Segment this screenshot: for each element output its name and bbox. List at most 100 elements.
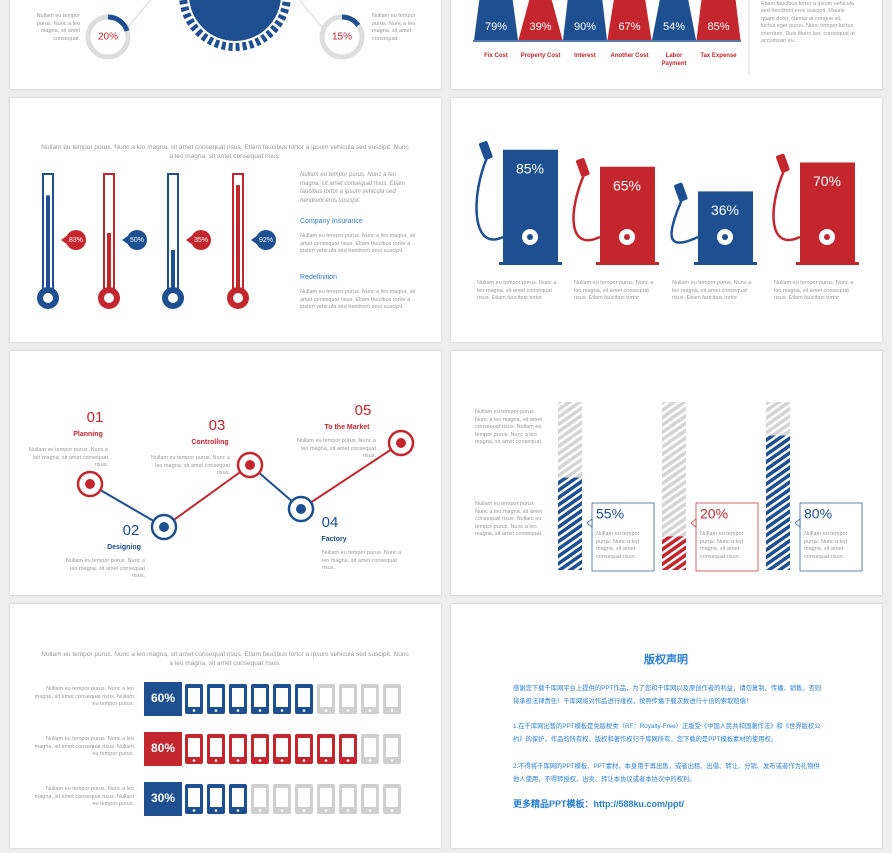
category-label: Labor Payment — [661, 53, 687, 67]
callout-tip — [586, 518, 593, 528]
process-line — [89, 483, 165, 528]
phone-button — [236, 759, 240, 762]
value-label: 83% — [69, 237, 83, 244]
value-label: 85% — [707, 21, 729, 33]
phone-row — [185, 684, 401, 714]
step-number: 03 — [209, 417, 226, 434]
phone-screen — [320, 738, 332, 757]
step-text: Nullam eu tempor purus. Nunc a leo magna… — [296, 438, 376, 459]
value-label: 90% — [574, 21, 596, 33]
connector — [127, 0, 152, 28]
phone-screen — [188, 688, 200, 707]
connector — [298, 0, 323, 28]
pump-text: Nullam eu tempor purus. Nunc a leo magna… — [574, 280, 654, 301]
pin-tip — [186, 235, 193, 245]
row-text: Nullam eu tempor purus. Nunc a leo magna… — [34, 786, 134, 807]
copyright-paragraph: 感谢您下载千库网平台上提供的PPT作品，为了您和千库网以及原创作者的利益，请勿复… — [513, 685, 822, 705]
value-box — [144, 682, 182, 716]
phone-button — [236, 809, 240, 812]
phone-button — [302, 709, 306, 712]
hose — [670, 198, 699, 244]
slide: 20% 15% Nullam eu tempor purus. Nunc a leo… — [10, 0, 441, 89]
nozzle — [576, 158, 590, 177]
copyright-paragraph: 2.不得将千库网的PPT模板、PPT素材，本身用于再出售，或者出租、出借、转让、… — [513, 763, 820, 783]
hose — [772, 170, 801, 241]
slide: 85% 65% 36% 70% Nullam eu tempor purus. Nunc… — [451, 98, 882, 342]
step-icon — [396, 438, 406, 448]
phone-button — [192, 809, 196, 812]
slide: 版权声明感谢您下载千库网平台上提供的PPT作品，为了您和千库网以及原创作者的利益… — [451, 604, 882, 848]
copyright-title: 版权声明 — [644, 652, 688, 666]
bar — [766, 435, 790, 570]
value-label: 65% — [613, 177, 641, 193]
slide-graphics: 20% 15% — [85, 0, 365, 60]
step-number: 05 — [355, 402, 372, 419]
callout — [799, 502, 863, 572]
slide-graphics: 83% 50% 35% 92% — [37, 173, 276, 309]
gauge-text: Nullam eu tempor purus. Nunc a leo magna… — [372, 13, 416, 42]
gauge-text: Nullam eu tempor purus. Nunc a leo magna… — [36, 13, 80, 42]
phone-screen — [364, 688, 376, 707]
phone-screen — [254, 738, 266, 757]
pump-base — [499, 262, 562, 265]
slide: 01 Planning 02 Designing 03 Controlling 04 Fact… — [10, 351, 441, 595]
phone-screen — [320, 688, 332, 707]
value-label: 54% — [663, 21, 685, 33]
phone-button — [368, 709, 372, 712]
phone-screen — [210, 688, 222, 707]
value-label: 70% — [813, 173, 841, 189]
value-box — [144, 732, 182, 766]
slide: 79% 39% 90% 67% 54% 85% Fix Cost Property Cost I… — [451, 0, 882, 89]
phone-screen — [342, 788, 354, 807]
value-label: 50% — [130, 237, 144, 244]
phone-button — [368, 759, 372, 762]
pump-icon-hole — [824, 234, 830, 240]
phone-screen — [276, 738, 288, 757]
slide: 55% 20% 80% Nullam eu tempor purus. Nunc a … — [451, 351, 882, 595]
phone-button — [258, 809, 262, 812]
pin-tip — [61, 235, 68, 245]
nozzle — [674, 182, 688, 202]
heading: Nullam eu tempor purus. Nunc a leo magna… — [41, 651, 409, 667]
phone-screen — [298, 688, 310, 707]
phone-button — [324, 709, 328, 712]
step-text: Nullam eu tempor purus. Nunc a leo magna… — [28, 447, 108, 468]
thermo-fill — [107, 233, 111, 290]
section-title: Redefinition — [300, 274, 337, 281]
triangle-bar — [696, 0, 741, 40]
gauge-arc — [85, 14, 131, 60]
section-title: Company Insurance — [300, 218, 363, 225]
category-label: Fix Cost — [484, 53, 508, 59]
slide-graphics: 79% 39% 90% 67% 54% 85% — [473, 0, 750, 75]
phone-screen — [188, 738, 200, 757]
phone-button — [346, 809, 350, 812]
step-number: 02 — [123, 522, 140, 539]
phone-row — [185, 734, 401, 764]
row-text: Nullam eu tempor purus. Nunc a leo magna… — [34, 686, 134, 707]
pin-tip — [251, 235, 258, 245]
hose — [572, 174, 601, 242]
step-icon — [159, 522, 169, 532]
nozzle — [776, 153, 790, 173]
phone-button — [192, 709, 196, 712]
phone-button — [324, 759, 328, 762]
nozzle — [479, 141, 493, 160]
pump-body — [600, 166, 655, 262]
slide-graphics: 85% 65% 36% 70% — [475, 141, 859, 265]
phone-screen — [188, 788, 200, 807]
intro: Nullam eu tempor purus. Nunc a leo magna… — [300, 172, 406, 204]
step-title: Factory — [321, 536, 346, 543]
slide: 60% 80% 30% Nullam eu tempor purus. Nunc a … — [10, 604, 441, 848]
row-text: Nullam eu tempor purus. Nunc a leo magna… — [34, 736, 134, 757]
side-text: magna, sit amet consequat risus. Etiam f… — [761, 0, 855, 45]
triangle-bar — [518, 0, 563, 40]
phone-screen — [364, 738, 376, 757]
slide-graphics: 版权声明 — [644, 652, 688, 666]
triangle-bar — [563, 0, 607, 40]
pump-text: Nullam eu tempor purus. Nunc a leo magna… — [477, 280, 557, 301]
phone-button — [280, 709, 284, 712]
step-text: Nullam eu tempor purus. Nunc a leo magna… — [322, 550, 402, 571]
pump-base — [694, 262, 757, 265]
phone-screen — [276, 688, 288, 707]
